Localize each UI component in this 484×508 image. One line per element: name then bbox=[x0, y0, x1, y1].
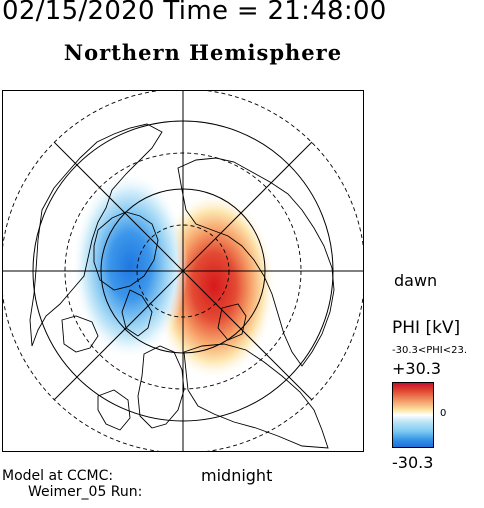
negative-potential-cell bbox=[72, 172, 188, 360]
dawn-label: dawn bbox=[394, 271, 438, 290]
midnight-label: midnight bbox=[201, 466, 273, 485]
datetime-label: 02/15/2020 Time = 21:48:00 bbox=[2, 0, 387, 26]
colorbar bbox=[392, 382, 434, 448]
colorbar-max-label: +30.3 bbox=[392, 359, 442, 378]
model-label: Model at CCMC: bbox=[2, 468, 114, 484]
map-frame bbox=[2, 90, 364, 452]
colorbar-range: -30.3<PHI<23. bbox=[392, 345, 468, 356]
meridians bbox=[2, 90, 364, 452]
polar-map bbox=[2, 90, 364, 452]
coastlines bbox=[29, 123, 335, 449]
run-label: Weimer_05 Run: bbox=[28, 484, 143, 500]
colorbar-zero-label: 0 bbox=[440, 408, 447, 419]
page-title: Northern Hemisphere bbox=[63, 40, 343, 65]
colorbar-title: PHI [kV] bbox=[392, 318, 461, 338]
colorbar-min-label: -30.3 bbox=[392, 453, 434, 472]
